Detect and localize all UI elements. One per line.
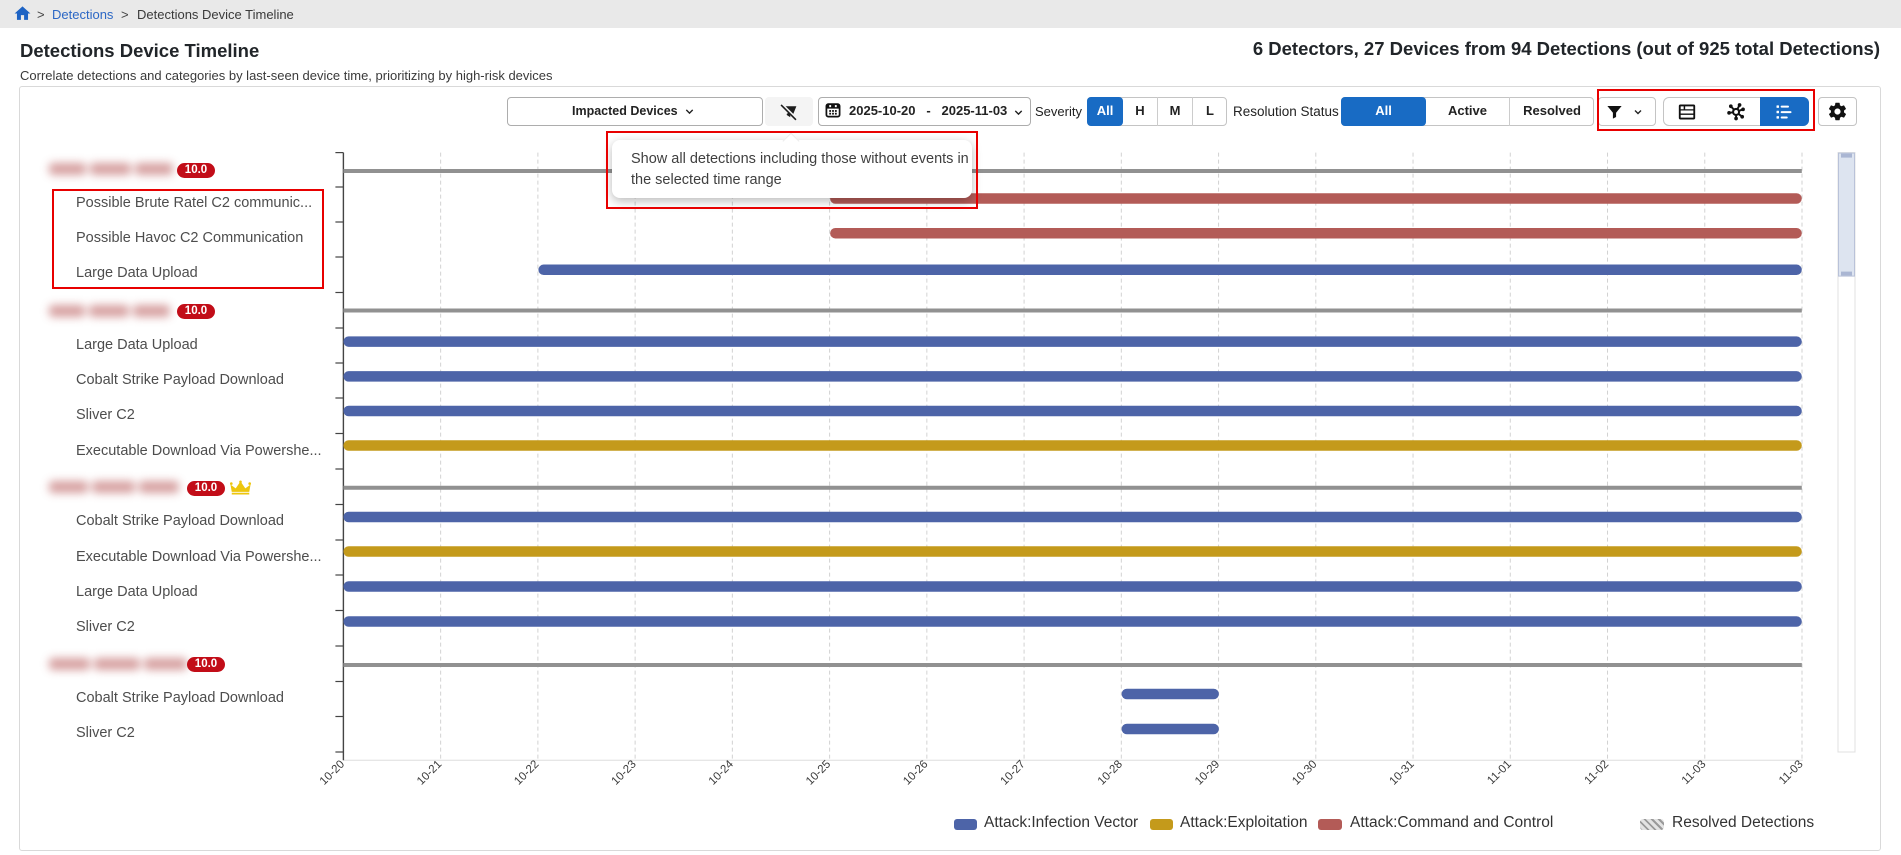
svg-text:10-30: 10-30	[1290, 758, 1319, 787]
svg-text:10-28: 10-28	[1096, 758, 1125, 787]
svg-text:10-25: 10-25	[804, 758, 833, 787]
svg-text:10-27: 10-27	[999, 758, 1028, 787]
svg-text:10-31: 10-31	[1387, 758, 1416, 787]
svg-text:11-01: 11-01	[1485, 758, 1514, 787]
svg-text:10-22: 10-22	[512, 758, 541, 787]
svg-text:11-02: 11-02	[1583, 758, 1612, 787]
svg-text:11-03: 11-03	[1777, 758, 1806, 787]
svg-text:10-23: 10-23	[610, 758, 639, 787]
svg-text:10-26: 10-26	[901, 758, 930, 787]
svg-text:10-29: 10-29	[1193, 758, 1222, 787]
svg-text:10-20: 10-20	[318, 758, 347, 787]
svg-text:10-21: 10-21	[415, 758, 444, 787]
svg-text:10-24: 10-24	[707, 758, 737, 788]
svg-text:11-03: 11-03	[1680, 758, 1709, 787]
